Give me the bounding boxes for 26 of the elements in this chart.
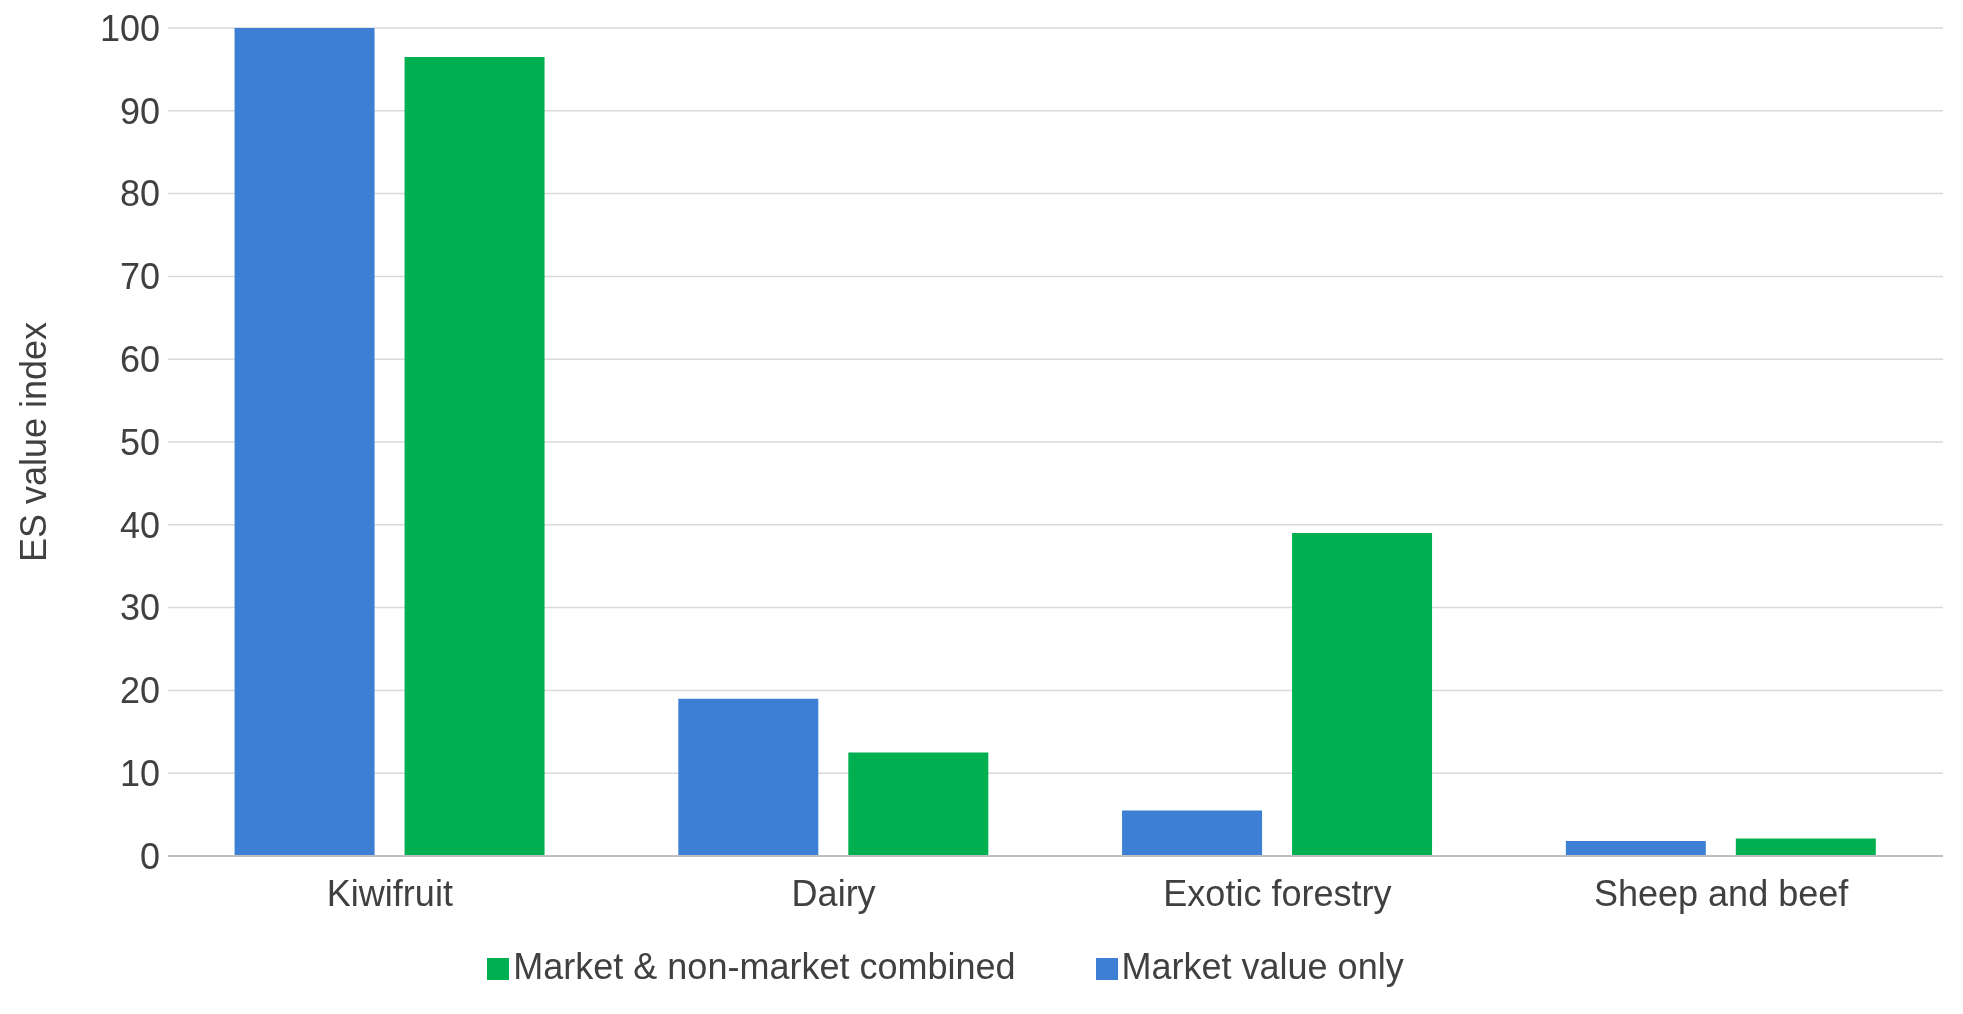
y-tick-label: 100: [99, 7, 160, 49]
legend-label: Market value only: [1121, 946, 1404, 987]
y-tick-label: 50: [119, 421, 160, 463]
legend-label: Market & non-market combined: [513, 946, 1016, 987]
x-tick-label: Sheep and beef: [1594, 872, 1850, 914]
x-tick-label: Dairy: [791, 872, 876, 914]
y-tick-label: 30: [119, 587, 160, 629]
y-tick-label: 70: [119, 256, 160, 298]
bar: [404, 56, 545, 856]
y-tick-label: 40: [119, 504, 160, 546]
x-tick-label: Exotic forestry: [1163, 872, 1392, 914]
y-tick-label: 80: [119, 173, 160, 215]
bar: [234, 28, 375, 856]
y-tick-label: 20: [119, 670, 160, 712]
bar: [1292, 533, 1433, 856]
x-tick-label: Kiwifruit: [326, 872, 453, 914]
bar: [1122, 810, 1263, 856]
y-tick-label: 10: [119, 752, 160, 794]
bar: [848, 752, 989, 856]
y-tick-label: 60: [119, 338, 160, 380]
bar: [1735, 838, 1876, 856]
y-axis-title: ES value index: [12, 321, 54, 563]
bar: [1565, 841, 1706, 856]
y-tick-label: 90: [119, 90, 160, 132]
y-tick-label: 0: [139, 835, 160, 877]
bar: [678, 698, 819, 856]
